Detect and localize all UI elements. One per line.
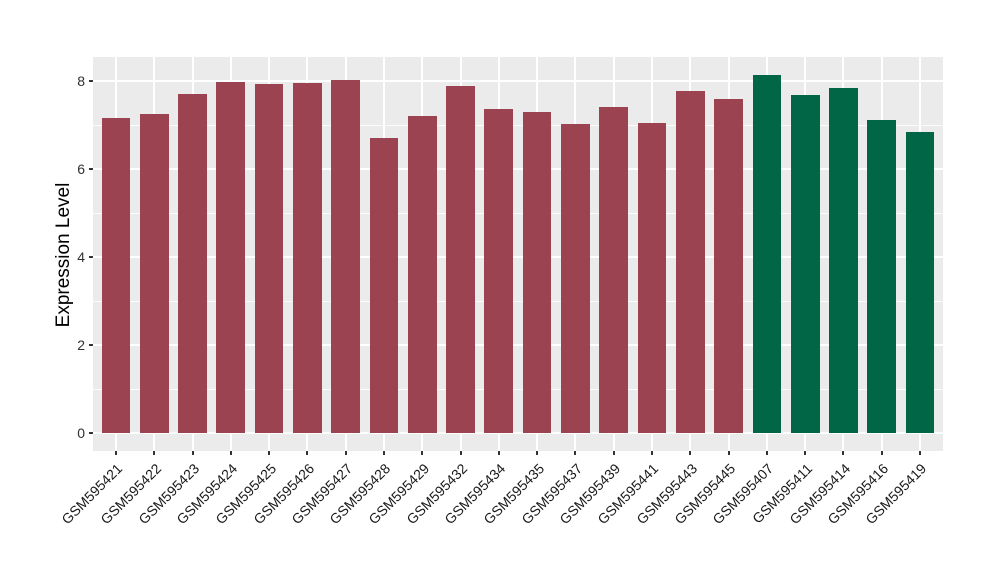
- bar-GSM595424: [216, 82, 246, 433]
- x-tick-mark: [880, 451, 883, 455]
- y-tick-label: 8: [77, 73, 85, 89]
- x-tick-mark: [574, 451, 577, 455]
- bar-GSM595414: [829, 88, 858, 433]
- x-tick-mark: [114, 451, 117, 455]
- bar-GSM595428: [369, 138, 399, 433]
- major-gridline: [93, 80, 943, 82]
- x-tick-mark: [344, 451, 347, 455]
- bar-GSM595437: [561, 124, 590, 433]
- bar-GSM595445: [714, 99, 743, 433]
- x-tick-mark: [421, 451, 424, 455]
- minor-gridline: [93, 388, 943, 390]
- x-tick-mark: [191, 451, 194, 455]
- x-tick-mark: [153, 451, 156, 455]
- x-tick-mark: [765, 451, 768, 455]
- major-gridline: [93, 256, 943, 258]
- x-tick-mark: [804, 451, 807, 455]
- x-tick-mark: [651, 451, 653, 455]
- bar-GSM595419: [905, 131, 935, 433]
- bar-GSM595439: [599, 106, 629, 433]
- bar-GSM595422: [139, 114, 169, 433]
- minor-gridline: [93, 124, 943, 126]
- x-tick-mark: [842, 451, 845, 455]
- bar-GSM595426: [293, 83, 322, 433]
- y-tick-mark: [89, 168, 93, 170]
- bar-GSM595421: [101, 117, 131, 433]
- y-tick-label: 2: [77, 337, 85, 353]
- bar-GSM595407: [752, 74, 782, 433]
- bar-GSM595434: [484, 109, 514, 433]
- x-tick-mark: [612, 451, 615, 455]
- major-gridline: [93, 432, 943, 434]
- x-tick-mark: [229, 451, 232, 455]
- x-tick-mark: [459, 451, 462, 455]
- x-tick-mark: [689, 451, 692, 455]
- y-tick-label: 6: [77, 161, 85, 177]
- minor-gridline: [93, 300, 943, 302]
- y-tick-mark: [89, 256, 93, 258]
- x-tick-mark: [268, 451, 271, 455]
- x-tick-mark: [727, 451, 730, 455]
- x-tick-mark: [306, 451, 309, 455]
- x-tick-mark: [536, 451, 539, 455]
- minor-gridline: [93, 212, 943, 214]
- y-tick-mark: [89, 432, 93, 434]
- bar-GSM595429: [407, 116, 437, 433]
- y-tick-label: 4: [77, 249, 85, 265]
- y-tick-mark: [89, 344, 93, 346]
- x-tick-mark: [382, 451, 385, 455]
- x-tick-mark: [919, 451, 922, 455]
- major-gridline: [93, 168, 943, 170]
- bar-GSM595435: [522, 111, 552, 433]
- bar-GSM595423: [178, 94, 207, 433]
- y-tick-label: 0: [77, 425, 85, 441]
- major-gridline: [93, 344, 943, 346]
- bar-GSM595425: [254, 84, 284, 433]
- bar-GSM595427: [331, 80, 361, 433]
- plot-panel: [93, 57, 943, 451]
- bar-GSM595443: [675, 91, 705, 433]
- x-tick-mark: [497, 451, 500, 455]
- bar-GSM595411: [790, 95, 820, 433]
- bar-GSM595416: [867, 120, 897, 433]
- bar-GSM595432: [446, 86, 475, 433]
- y-tick-mark: [89, 80, 93, 82]
- bar-GSM595441: [637, 122, 667, 433]
